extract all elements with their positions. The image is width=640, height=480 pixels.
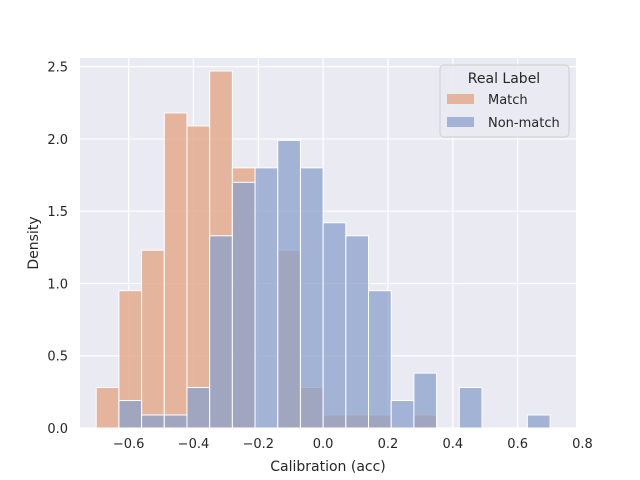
series-non-match — [118, 139, 551, 429]
y-tick-label: 2.5 — [47, 61, 68, 76]
x-tick-label: −0.4 — [178, 437, 210, 452]
legend-title: Real Label — [468, 71, 540, 87]
x-tick-label: 0.0 — [313, 437, 334, 452]
histogram-bar — [118, 400, 143, 429]
y-tick-label: 2.0 — [47, 133, 68, 148]
histogram-bar — [163, 112, 188, 429]
legend-label-non-match: Non-match — [488, 116, 560, 131]
histogram-bar — [95, 387, 120, 429]
histogram-bar — [299, 167, 324, 429]
x-tick-label: 0.4 — [442, 437, 463, 452]
x-tick-label: −0.2 — [243, 437, 275, 452]
y-axis-label: Density — [26, 216, 42, 269]
histogram-bar — [163, 414, 188, 429]
tick-labels: −0.6 −0.4 −0.2 0.0 0.2 0.4 0.6 0.8 0.0 0.5 1.0 1.5 2… — [47, 61, 593, 452]
legend-swatch-match — [447, 94, 474, 104]
histogram-bar — [390, 400, 415, 429]
histogram-bar — [186, 125, 211, 429]
y-tick-label: 0.0 — [47, 422, 68, 437]
legend-swatch-non-match — [447, 117, 474, 127]
bars — [95, 70, 551, 429]
x-tick-label: 0.2 — [378, 437, 399, 452]
x-axis-label: Calibration (acc) — [270, 459, 386, 475]
histogram-bar — [231, 181, 256, 429]
histogram-bar — [141, 249, 165, 429]
y-tick-label: 1.0 — [47, 277, 68, 292]
histogram-bar — [186, 387, 211, 429]
histogram-bar — [141, 414, 165, 429]
y-tick-label: 0.5 — [47, 350, 68, 365]
x-tick-label: −0.6 — [113, 437, 145, 452]
y-tick-label: 1.5 — [47, 205, 68, 220]
histogram-bar — [526, 414, 551, 429]
legend-label-match: Match — [488, 93, 528, 108]
x-tick-label: 0.6 — [507, 437, 528, 452]
histogram-bar — [458, 387, 483, 429]
histogram-bar — [345, 235, 370, 429]
histogram-bar — [277, 139, 301, 429]
histogram-bar — [254, 167, 279, 429]
histogram-bar — [368, 290, 392, 429]
legend: Real Label Match Non-match — [439, 64, 570, 138]
x-tick-label: 0.8 — [572, 437, 593, 452]
histogram-bar — [322, 222, 347, 429]
histogram-bar — [209, 235, 233, 429]
histogram-bar — [413, 372, 438, 429]
